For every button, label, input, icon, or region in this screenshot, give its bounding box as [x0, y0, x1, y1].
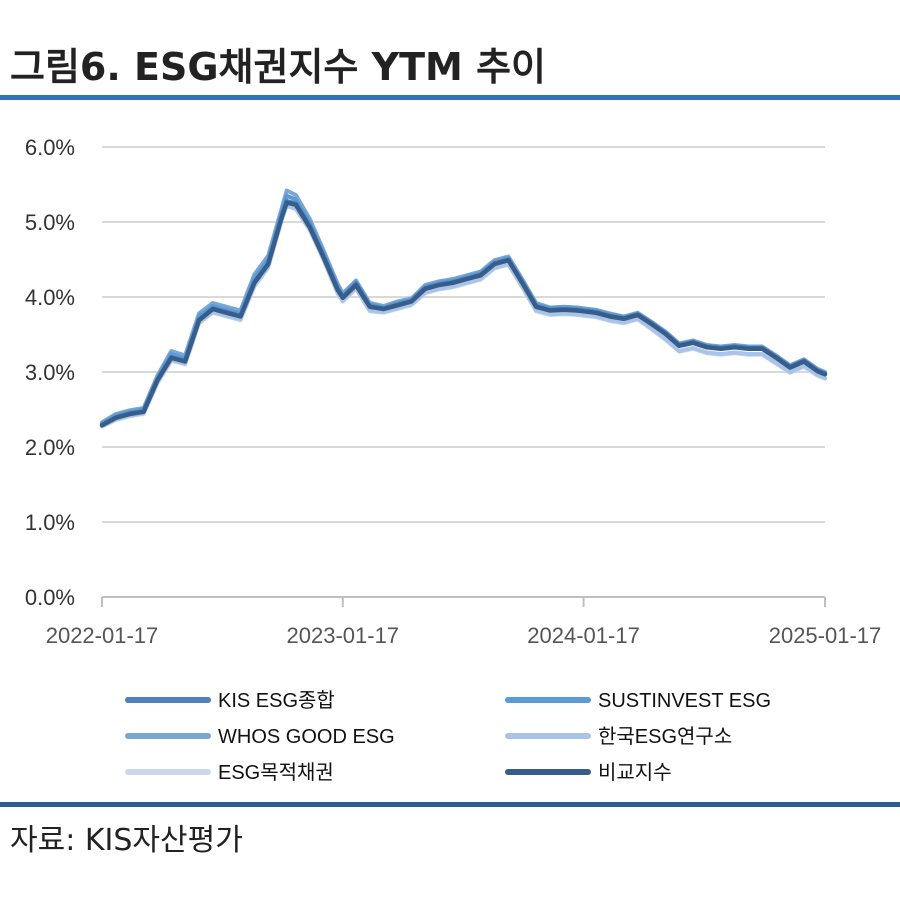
y-tick-label: 2.0%	[25, 435, 75, 460]
y-axis-ticks: 0.0% 1.0% 2.0% 3.0% 4.0% 5.0% 6.0%	[25, 135, 75, 610]
series-lines	[99, 188, 828, 429]
x-tick-label: 2022-01-17	[46, 623, 159, 648]
y-tick-label: 5.0%	[25, 210, 75, 235]
x-tick-label: 2025-01-17	[769, 623, 882, 648]
y-tick-label: 3.0%	[25, 360, 75, 385]
series-line-5	[100, 204, 827, 429]
y-tick-label: 0.0%	[25, 585, 75, 610]
x-axis: 2022-01-17 2023-01-17 2024-01-17 2025-01-17	[46, 596, 882, 648]
legend-label: KIS ESG종합	[218, 689, 335, 712]
legend: KIS ESG종합 SUSTINVEST ESG WHOS GOOD ESG 한국ES…	[125, 689, 771, 784]
legend-label: 비교지수	[598, 761, 672, 784]
legend-label: WHOS GOOD ESG	[218, 726, 395, 748]
y-tick-label: 6.0%	[25, 135, 75, 160]
series-line-4	[100, 203, 827, 428]
legend-label: SUSTINVEST ESG	[598, 690, 771, 712]
y-tick-label: 1.0%	[25, 510, 75, 535]
source-note: 자료: KIS자산평가	[10, 823, 243, 858]
bottom-rule	[0, 802, 900, 807]
figure-title: 그림6. ESG채권지수 YTM 추이	[10, 45, 547, 89]
legend-label: 한국ESG연구소	[598, 725, 732, 748]
x-tick-label: 2023-01-17	[287, 623, 400, 648]
top-rule	[0, 95, 900, 100]
y-tick-label: 4.0%	[25, 285, 75, 310]
series-line-6	[99, 200, 828, 428]
grid-lines	[102, 146, 825, 523]
legend-label: ESG목적채권	[218, 761, 334, 784]
x-tick-label: 2024-01-17	[527, 623, 640, 648]
